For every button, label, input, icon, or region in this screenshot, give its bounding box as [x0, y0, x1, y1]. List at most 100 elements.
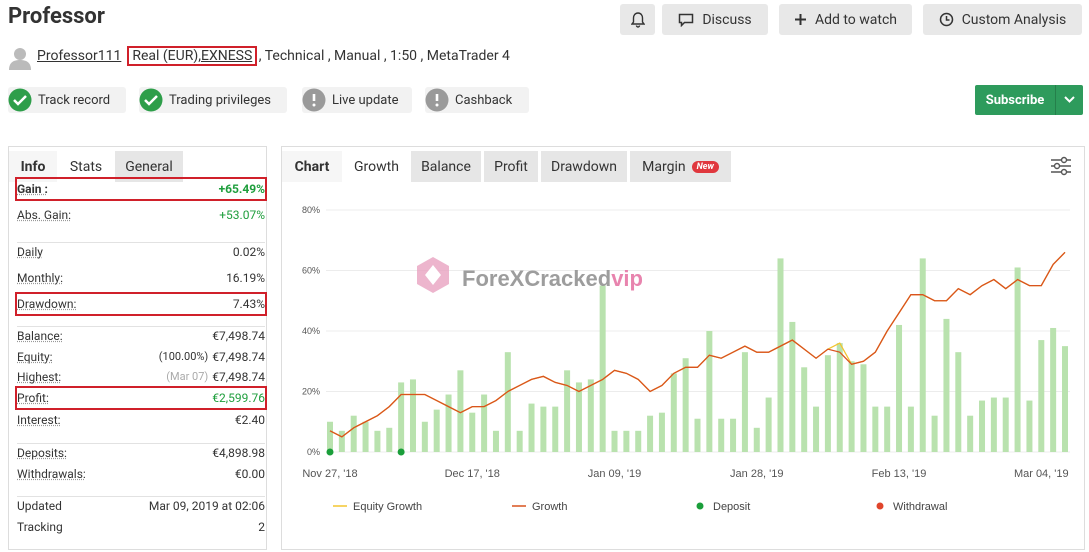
chart-tab[interactable]: Margin New: [630, 151, 731, 182]
stat-value-wrap: 16.19%: [226, 271, 265, 285]
stat-note: (100.00%): [158, 350, 209, 363]
analysis-button[interactable]: Custom Analysis: [923, 4, 1082, 35]
stats-panel: Info Stats General Gain : +65.49% Abs. Gain: +…: [8, 146, 267, 550]
chat-icon: [679, 13, 694, 27]
tab-label: Margin: [642, 158, 686, 175]
badge-label: Track record: [38, 92, 111, 108]
stat-value: Mar 09, 2019 at 02:06: [148, 499, 265, 513]
stat-value: 2: [258, 520, 265, 534]
stat-value: €7,498.74: [212, 329, 265, 343]
chart-tab[interactable]: Balance: [411, 151, 481, 182]
stat-value: €2.40: [234, 413, 265, 427]
stat-label: Tracking: [17, 520, 63, 534]
stat-value-wrap: €2,599.76: [212, 391, 265, 405]
tab-label: Balance: [421, 158, 471, 175]
stat-value: 7.43%: [232, 297, 265, 311]
avatar: [9, 48, 31, 70]
badge-icon: [139, 88, 163, 112]
broker-link[interactable]: EXNESS: [200, 48, 253, 64]
stats-tab[interactable]: Stats: [59, 151, 113, 182]
tab-label: Chart: [294, 158, 330, 175]
account-line: Professor111 Real (EUR), EXNESS , Techni…: [37, 46, 510, 66]
badge: Cashback: [425, 87, 529, 113]
stat-value-wrap: Mar 09, 2019 at 02:06: [149, 499, 265, 513]
stat-value: €2,599.76: [212, 391, 265, 405]
stat-value-wrap: €4,898.98: [212, 446, 265, 460]
chart-tab[interactable]: Growth: [343, 151, 410, 182]
badge-label: Trading privileges: [169, 92, 271, 108]
separator: [17, 443, 265, 444]
watch-button[interactable]: Add to watch: [779, 4, 912, 35]
stat-value: €7,498.74: [212, 370, 265, 384]
chart-tab[interactable]: Chart: [282, 151, 342, 182]
stat-value-wrap: (100.00%) €7,498.74: [159, 350, 265, 364]
stat-label: Interest:: [17, 413, 61, 427]
stat-value-wrap: €0.00: [235, 467, 265, 481]
stat-row: Deposits: €4,898.98: [17, 443, 265, 463]
stat-row: Updated Mar 09, 2019 at 02:06: [17, 496, 265, 516]
stat-label: Abs. Gain:: [17, 208, 72, 222]
discuss-button[interactable]: Discuss: [662, 4, 768, 35]
stat-row: Balance: €7,498.74: [17, 326, 265, 346]
stat-row: Equity: (100.00%) €7,498.74: [17, 347, 265, 367]
stat-value-wrap: +65.49%: [219, 182, 265, 196]
stat-label: Highest:: [17, 370, 62, 384]
settings-icon[interactable]: [1050, 155, 1072, 177]
user-link[interactable]: Professor111: [37, 48, 122, 64]
subscribe-button[interactable]: Subscribe: [975, 85, 1083, 115]
stat-label: Balance:: [17, 329, 63, 343]
badge: Trading privileges: [139, 87, 287, 113]
stat-value-wrap: 2: [258, 520, 265, 534]
stat-row: Gain : +65.49%: [15, 177, 267, 201]
stat-value: €0.00: [234, 467, 265, 481]
stat-value-wrap: €2.40: [235, 413, 265, 427]
notify-button[interactable]: [620, 4, 655, 35]
separator: [17, 242, 265, 243]
stat-value-wrap: +53.07%: [219, 208, 265, 222]
stat-value-wrap: 7.43%: [233, 297, 265, 311]
dropdown-icon: [1064, 96, 1075, 103]
stat-value-wrap: €7,498.74: [212, 329, 265, 343]
stat-value: €4,898.98: [212, 446, 265, 460]
stat-value-wrap: 0.02%: [233, 245, 265, 259]
stats-tab[interactable]: Info: [9, 151, 57, 182]
stat-row: Tracking 2: [17, 517, 265, 537]
stat-label: Monthly:: [17, 271, 63, 285]
button-label: Subscribe: [985, 92, 1045, 108]
stat-label: Profit:: [17, 391, 49, 405]
tab-label: Profit: [494, 158, 528, 175]
stat-label: Gain :: [17, 182, 48, 196]
highlight-box: Real (EUR), EXNESS: [127, 46, 258, 66]
badge-label: Cashback: [455, 92, 513, 108]
button-label: Custom Analysis: [961, 11, 1067, 28]
stat-row: Monthly: 16.19%: [17, 268, 265, 288]
clock-icon: [939, 12, 953, 27]
stat-row: Drawdown: 7.43%: [15, 292, 267, 316]
account-type: Real (EUR),: [132, 48, 201, 64]
new-badge: New: [691, 160, 719, 173]
tab-label: Drawdown: [551, 158, 617, 175]
button-label: Add to watch: [814, 11, 898, 28]
badge-icon: [302, 88, 326, 112]
stat-value: 0.02%: [232, 245, 265, 259]
stat-row: Abs. Gain: +53.07%: [17, 205, 265, 225]
stat-label: Deposits:: [17, 446, 67, 460]
badge: Track record: [8, 87, 126, 113]
button-label: Discuss: [702, 11, 752, 28]
stats-tab[interactable]: General: [115, 151, 183, 182]
stat-value: +65.49%: [218, 182, 265, 196]
stat-row: Withdrawals: €0.00: [17, 464, 265, 484]
page-title: Professor: [8, 4, 105, 29]
stat-row: Highest: (Mar 07) €7,498.74: [17, 367, 265, 387]
stat-value-wrap: (Mar 07) €7,498.74: [166, 370, 265, 384]
stat-value: +53.07%: [219, 208, 265, 222]
stat-label: Equity:: [17, 350, 53, 364]
chart-tab[interactable]: Profit: [484, 151, 538, 182]
chart-panel: Chart Growth Balance Profit Drawdown Margin Ne…: [281, 146, 1085, 550]
badge-icon: [425, 88, 449, 112]
stat-label: Withdrawals:: [17, 467, 86, 481]
separator: [17, 496, 265, 497]
chart-tab[interactable]: Drawdown: [541, 151, 627, 182]
account-details: , Technical , Manual , 1:50 , MetaTrader…: [255, 48, 510, 64]
stat-note: (Mar 07): [166, 370, 209, 383]
